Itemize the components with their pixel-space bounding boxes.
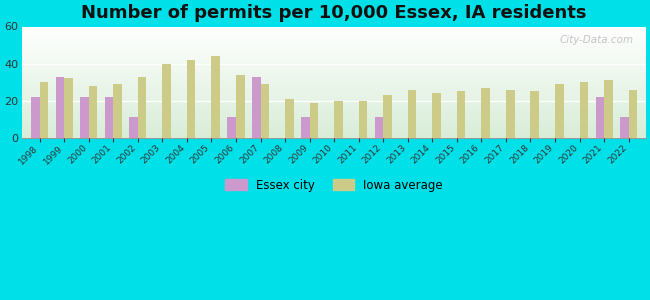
Bar xyxy=(595,97,604,138)
Bar xyxy=(211,56,220,138)
Bar xyxy=(56,76,64,138)
Bar xyxy=(408,89,417,138)
Bar xyxy=(64,78,73,138)
Bar xyxy=(40,82,48,138)
Bar xyxy=(162,64,171,138)
Title: Number of permits per 10,000 Essex, IA residents: Number of permits per 10,000 Essex, IA r… xyxy=(81,4,587,22)
Bar xyxy=(105,97,113,138)
Bar xyxy=(301,117,309,138)
Text: City-Data.com: City-Data.com xyxy=(559,35,633,45)
Bar xyxy=(129,117,138,138)
Bar xyxy=(138,76,146,138)
Bar xyxy=(261,84,269,138)
Bar xyxy=(113,84,122,138)
Legend: Essex city, Iowa average: Essex city, Iowa average xyxy=(220,174,448,197)
Bar xyxy=(252,76,261,138)
Bar xyxy=(457,92,465,138)
Bar xyxy=(432,93,441,138)
Bar xyxy=(506,89,515,138)
Bar xyxy=(580,82,588,138)
Bar xyxy=(227,117,236,138)
Bar xyxy=(482,88,490,138)
Bar xyxy=(530,92,539,138)
Bar xyxy=(620,117,629,138)
Bar xyxy=(80,97,88,138)
Bar xyxy=(629,89,637,138)
Bar xyxy=(604,80,613,138)
Bar xyxy=(31,97,40,138)
Bar xyxy=(359,101,367,138)
Bar xyxy=(334,101,343,138)
Bar xyxy=(187,60,196,138)
Bar xyxy=(555,84,564,138)
Bar xyxy=(88,86,98,138)
Bar xyxy=(236,75,244,138)
Bar xyxy=(309,103,318,138)
Bar xyxy=(374,117,384,138)
Bar xyxy=(285,99,294,138)
Bar xyxy=(384,95,392,138)
